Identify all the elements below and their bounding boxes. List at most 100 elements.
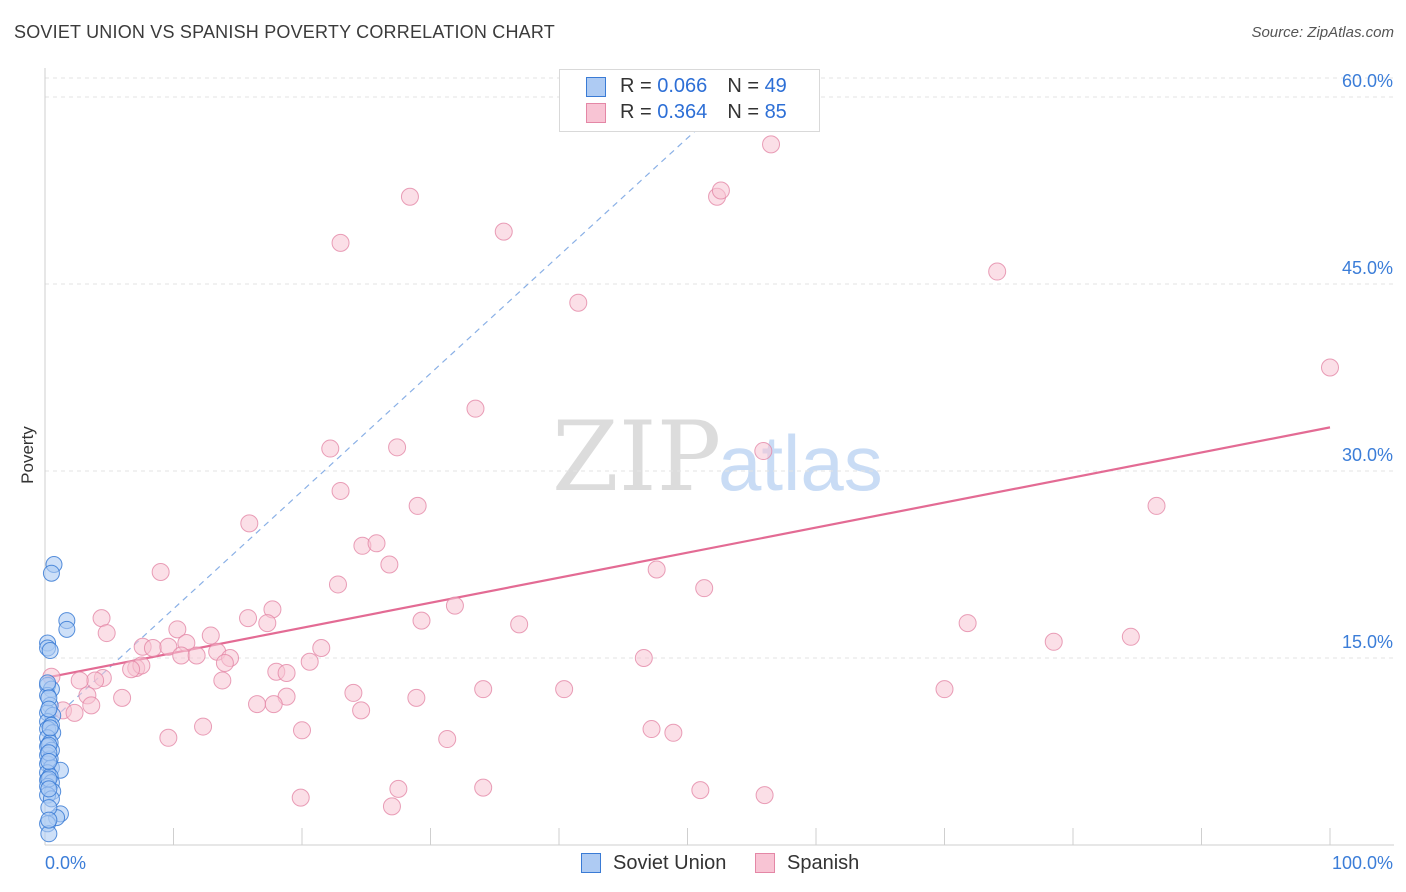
- point-spanish: [97, 624, 116, 643]
- point-spanish: [647, 560, 666, 579]
- point-spanish: [935, 680, 954, 699]
- legend-text-soviet: R = 0.066 N = 49: [620, 75, 787, 98]
- point-soviet: [40, 780, 58, 798]
- point-spanish: [331, 481, 350, 500]
- point-spanish: [159, 637, 178, 656]
- point-soviet: [41, 642, 59, 660]
- point-spanish: [201, 626, 220, 645]
- point-spanish: [194, 717, 213, 736]
- x-tick-label: 0.0%: [45, 853, 86, 873]
- point-spanish: [445, 596, 464, 615]
- trend-line-spanish: [44, 426, 1331, 680]
- point-spanish: [407, 688, 426, 707]
- point-spanish: [367, 534, 386, 553]
- point-spanish: [988, 262, 1007, 281]
- series-swatch-spanish: [755, 853, 775, 873]
- source-label: Source: ZipAtlas.com: [1251, 24, 1394, 41]
- point-spanish: [331, 233, 350, 252]
- point-spanish: [1321, 358, 1339, 377]
- point-spanish: [352, 701, 371, 720]
- trend-line-soviet: [44, 114, 714, 728]
- axes: [44, 68, 1394, 846]
- point-soviet: [40, 700, 58, 718]
- point-soviet: [41, 719, 59, 737]
- gridlines: [45, 77, 1394, 659]
- point-soviet: [58, 620, 76, 638]
- series-name-spanish: Spanish: [787, 852, 860, 874]
- point-spanish: [70, 671, 89, 690]
- point-spanish: [1121, 627, 1140, 646]
- point-spanish: [691, 781, 710, 800]
- point-spanish: [213, 671, 232, 690]
- point-spanish: [400, 187, 419, 206]
- point-soviet: [42, 564, 60, 582]
- point-spanish: [215, 653, 234, 672]
- point-spanish: [695, 579, 714, 598]
- point-spanish: [408, 496, 427, 515]
- point-spanish: [264, 695, 283, 714]
- point-spanish: [122, 660, 141, 679]
- watermark: ZIP atlas: [552, 401, 883, 513]
- watermark-zip: ZIP: [552, 401, 721, 513]
- point-spanish: [642, 720, 661, 739]
- point-spanish: [555, 680, 574, 699]
- point-spanish: [344, 683, 363, 702]
- series-swatch-soviet: [581, 853, 601, 873]
- point-spanish: [388, 438, 407, 457]
- legend-r-value: 0.364: [657, 101, 708, 123]
- point-spanish: [634, 649, 653, 667]
- point-spanish: [293, 721, 311, 740]
- point-spanish: [389, 779, 408, 798]
- point-spanish: [466, 399, 485, 418]
- point-spanish: [248, 695, 267, 714]
- point-spanish: [258, 614, 277, 633]
- point-spanish: [438, 730, 457, 749]
- point-spanish: [92, 609, 111, 628]
- point-spanish: [240, 514, 259, 533]
- legend-swatch-soviet: [586, 77, 606, 97]
- legend-r-value: 0.066: [657, 75, 708, 97]
- point-soviet: [39, 674, 57, 692]
- watermark-atlas: atlas: [718, 419, 883, 507]
- point-spanish: [510, 615, 529, 634]
- point-spanish: [113, 688, 132, 707]
- point-soviet: [40, 752, 58, 770]
- y-tick-label: 15.0%: [1342, 632, 1393, 652]
- legend-r-label: R =: [620, 101, 658, 123]
- point-spanish: [239, 609, 258, 628]
- point-spanish: [754, 442, 773, 461]
- point-spanish: [382, 797, 401, 816]
- legend-n-label: N =: [727, 75, 765, 97]
- point-spanish: [65, 703, 84, 722]
- point-spanish: [412, 611, 431, 630]
- chart-title: SOVIET UNION VS SPANISH POVERTY CORRELAT…: [14, 22, 555, 42]
- y-tick-label: 45.0%: [1342, 258, 1393, 278]
- point-spanish: [300, 652, 319, 671]
- y-tick-label: 30.0%: [1342, 445, 1393, 465]
- point-spanish: [291, 788, 310, 807]
- point-spanish: [380, 555, 399, 574]
- legend-n-label: N =: [727, 101, 765, 123]
- trend-lines: [44, 114, 1331, 728]
- tick-labels: 15.0% 30.0% 45.0% 60.0% 0.0% 100.0%: [45, 71, 1393, 873]
- point-spanish: [172, 646, 191, 665]
- point-spanish: [277, 663, 296, 682]
- series-name-soviet: Soviet Union: [613, 852, 727, 874]
- point-spanish: [151, 562, 170, 581]
- point-spanish: [958, 614, 977, 633]
- y-tick-label: 60.0%: [1342, 71, 1393, 91]
- point-spanish: [755, 786, 774, 805]
- legend-text-spanish: R = 0.364 N = 85: [620, 101, 787, 124]
- x-tick-label: 100.0%: [1332, 853, 1393, 873]
- legend-r-label: R =: [620, 75, 658, 97]
- data-points: [39, 135, 1339, 843]
- legend-n-value: 49: [764, 75, 787, 97]
- point-spanish: [187, 646, 206, 665]
- point-spanish: [711, 181, 730, 200]
- point-spanish: [474, 680, 493, 699]
- legend-n-value: 85: [764, 101, 787, 123]
- point-spanish: [569, 293, 588, 312]
- legend-swatch-spanish: [586, 103, 606, 123]
- point-spanish: [159, 728, 178, 747]
